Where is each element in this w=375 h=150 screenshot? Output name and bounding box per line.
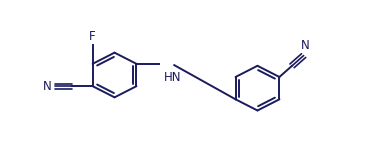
Text: F: F: [89, 30, 96, 43]
Text: N: N: [302, 39, 310, 52]
Text: N: N: [43, 80, 52, 93]
Text: HN: HN: [164, 71, 182, 84]
